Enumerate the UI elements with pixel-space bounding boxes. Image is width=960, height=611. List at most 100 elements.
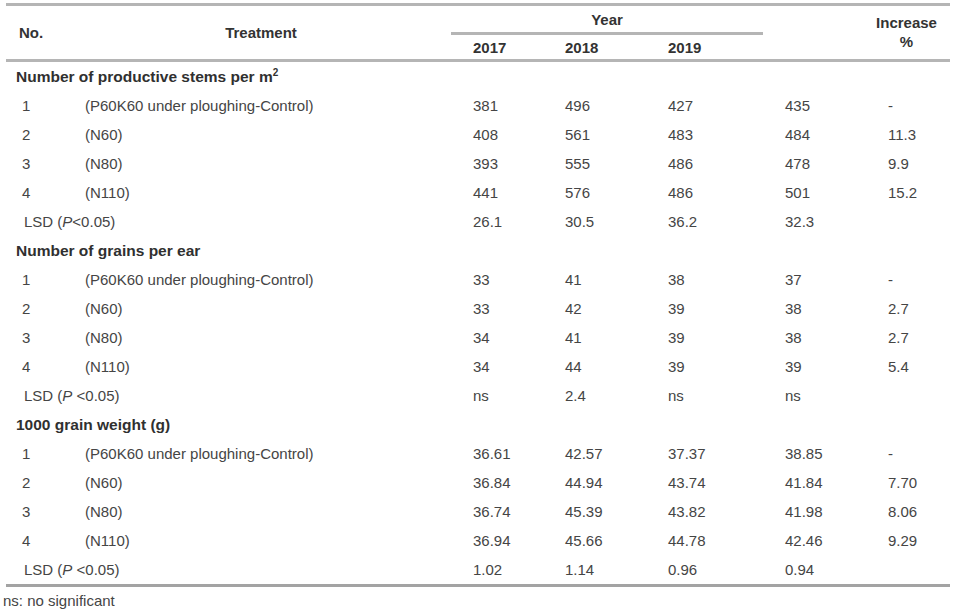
average-cell: 39 <box>763 352 863 381</box>
increase-cell: 7.70 <box>863 468 950 497</box>
year-2018-cell: 41 <box>543 265 646 294</box>
average-cell: ns <box>763 381 863 410</box>
lsd-label: LSD (P<0.05) <box>6 207 451 236</box>
average-cell: 501 <box>763 178 863 207</box>
year-2017-cell: 33 <box>451 265 543 294</box>
table-row: 3 (N80) 393 555 486 478 9.9 <box>6 149 950 178</box>
year-2019-cell: 427 <box>646 91 763 120</box>
average-cell: 41.84 <box>763 468 863 497</box>
average-cell: 38 <box>763 294 863 323</box>
average-cell: 42.46 <box>763 526 863 555</box>
section-title-text: Number of grains per ear <box>16 242 200 259</box>
section-title-text: Number of productive stems per m <box>16 68 273 85</box>
average-cell: 37 <box>763 265 863 294</box>
average-cell: 478 <box>763 149 863 178</box>
year-2018-cell: 44 <box>543 352 646 381</box>
year-2019-cell: 0.96 <box>646 555 763 586</box>
increase-cell <box>863 555 950 586</box>
no-cell: 4 <box>6 178 71 207</box>
year-2018-cell: 561 <box>543 120 646 149</box>
lsd-label: LSD (P <0.05) <box>6 381 451 410</box>
year-2018-cell: 45.66 <box>543 526 646 555</box>
table-row: 2 (N60) 33 42 39 38 2.7 <box>6 294 950 323</box>
footnote: ns: no significant <box>3 592 960 609</box>
year-2019-header: 2019 <box>646 34 763 61</box>
table-row: 4 (N110) 34 44 39 39 5.4 <box>6 352 950 381</box>
increase-cell: 8.06 <box>863 497 950 526</box>
lsd-row: LSD (P <0.05) 1.02 1.14 0.96 0.94 <box>6 555 950 586</box>
table-body: Number of productive stems per m2 1 (P60… <box>6 61 950 586</box>
year-2019-cell: 483 <box>646 120 763 149</box>
year-2019-cell: 43.82 <box>646 497 763 526</box>
no-cell: 3 <box>6 497 71 526</box>
treatment-cell: (N60) <box>71 294 451 323</box>
increase-cell: 9.29 <box>863 526 950 555</box>
no-cell: 1 <box>6 265 71 294</box>
year-2019-cell: 486 <box>646 178 763 207</box>
average-cell: 41.98 <box>763 497 863 526</box>
year-2017-cell: 26.1 <box>451 207 543 236</box>
year-2017-cell: 36.84 <box>451 468 543 497</box>
average-cell: 38 <box>763 323 863 352</box>
year-2018-cell: 576 <box>543 178 646 207</box>
year-2018-header: 2018 <box>543 34 646 61</box>
treatment-cell: (N80) <box>71 323 451 352</box>
lsd-row: LSD (P<0.05) 26.1 30.5 36.2 32.3 <box>6 207 950 236</box>
treatment-cell: (P60K60 under ploughing-Control) <box>71 91 451 120</box>
table-row: 4 (N110) 441 576 486 501 15.2 <box>6 178 950 207</box>
no-cell: 1 <box>6 439 71 468</box>
year-2017-cell: 441 <box>451 178 543 207</box>
no-cell: 3 <box>6 323 71 352</box>
year-2019-cell: 38 <box>646 265 763 294</box>
table-row: 1 (P60K60 under ploughing-Control) 381 4… <box>6 91 950 120</box>
table-row: 3 (N80) 36.74 45.39 43.82 41.98 8.06 <box>6 497 950 526</box>
header-row-top: No. Treatment Year Increase % <box>6 5 950 34</box>
treatment-cell: (N80) <box>71 497 451 526</box>
increase-cell: 2.7 <box>863 323 950 352</box>
section-title-superscript: 2 <box>273 67 279 78</box>
table-row: 4 (N110) 36.94 45.66 44.78 42.46 9.29 <box>6 526 950 555</box>
year-2017-cell: 33 <box>451 294 543 323</box>
year-2018-cell: 44.94 <box>543 468 646 497</box>
year-2019-cell: 36.2 <box>646 207 763 236</box>
increase-cell: 9.9 <box>863 149 950 178</box>
year-2018-cell: 496 <box>543 91 646 120</box>
year-2018-cell: 41 <box>543 323 646 352</box>
table-row: 3 (N80) 34 41 39 38 2.7 <box>6 323 950 352</box>
increase-header-line2: % <box>863 33 950 52</box>
year-2019-cell: 37.37 <box>646 439 763 468</box>
no-cell: 4 <box>6 352 71 381</box>
no-cell: 4 <box>6 526 71 555</box>
increase-cell: 2.7 <box>863 294 950 323</box>
year-2017-cell: 408 <box>451 120 543 149</box>
year-2017-cell: 381 <box>451 91 543 120</box>
year-2017-cell: ns <box>451 381 543 410</box>
paper-table-page: No. Treatment Year Increase % 2017 2018 … <box>0 0 960 611</box>
no-cell: 2 <box>6 120 71 149</box>
treatment-cell: (N110) <box>71 178 451 207</box>
lsd-p-italic: P <box>62 213 72 230</box>
treatment-header: Treatment <box>71 5 451 61</box>
section-title: Number of productive stems per m2 <box>6 61 950 92</box>
increase-cell <box>863 207 950 236</box>
increase-cell: - <box>863 265 950 294</box>
lsd-row: LSD (P <0.05) ns 2.4 ns ns <box>6 381 950 410</box>
year-spanner-header: Year <box>451 5 763 34</box>
section-header-row: 1000 grain weight (g) <box>6 410 950 439</box>
no-cell: 2 <box>6 468 71 497</box>
no-cell: 3 <box>6 149 71 178</box>
year-2017-cell: 393 <box>451 149 543 178</box>
treatment-cell: (N110) <box>71 526 451 555</box>
lsd-suffix: <0.05) <box>72 387 119 404</box>
increase-cell: - <box>863 439 950 468</box>
average-cell: 484 <box>763 120 863 149</box>
treatment-cell: (N80) <box>71 149 451 178</box>
year-2018-cell: 42.57 <box>543 439 646 468</box>
year-2017-cell: 36.94 <box>451 526 543 555</box>
year-2017-cell: 1.02 <box>451 555 543 586</box>
no-header: No. <box>6 5 71 61</box>
no-cell: 1 <box>6 91 71 120</box>
year-2019-cell: 39 <box>646 323 763 352</box>
average-cell: 38.85 <box>763 439 863 468</box>
year-2017-cell: 34 <box>451 323 543 352</box>
